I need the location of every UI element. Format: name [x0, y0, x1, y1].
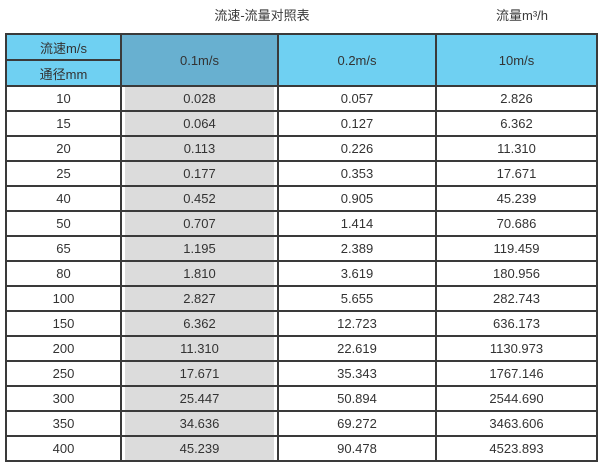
flow-value-cell: 4523.893	[435, 435, 598, 462]
flow-value-cell: 3463.606	[435, 410, 598, 437]
flow-value-cell: 0.452	[120, 185, 279, 212]
diameter-cell: 10	[5, 85, 122, 112]
flow-value-cell: 45.239	[435, 185, 598, 212]
diameter-cell: 15	[5, 110, 122, 137]
flow-value-cell: 35.343	[277, 360, 437, 387]
flow-value-cell: 1.195	[120, 235, 279, 262]
corner-velocity-label: 流速m/s	[5, 33, 122, 61]
flow-value-cell: 119.459	[435, 235, 598, 262]
flow-value-cell: 180.956	[435, 260, 598, 287]
flow-value-cell: 1.414	[277, 210, 437, 237]
flow-value-cell: 3.619	[277, 260, 437, 287]
table-row: 150 6.362 12.723 636.173	[5, 310, 598, 337]
diameter-cell: 400	[5, 435, 122, 462]
table-row: 300 25.447 50.894 2544.690	[5, 385, 598, 412]
flow-value-cell: 0.707	[120, 210, 279, 237]
flow-unit-label: 流量m³/h	[495, 8, 549, 23]
flow-value-cell: 0.226	[277, 135, 437, 162]
diameter-cell: 300	[5, 385, 122, 412]
flow-value-cell: 69.272	[277, 410, 437, 437]
flow-value-cell: 22.619	[277, 335, 437, 362]
table-row: 20 0.113 0.226 11.310	[5, 135, 598, 162]
table-row: 50 0.707 1.414 70.686	[5, 210, 598, 237]
diameter-cell: 80	[5, 260, 122, 287]
table-row: 100 2.827 5.655 282.743	[5, 285, 598, 312]
flow-value-cell: 0.905	[277, 185, 437, 212]
table-body: 10 0.028 0.057 2.826 15 0.064 0.127 6.362 20 0.11…	[5, 85, 598, 462]
column-header-0-1ms: 0.1m/s	[120, 33, 279, 87]
flow-value-cell: 0.028	[120, 85, 279, 112]
diameter-cell: 25	[5, 160, 122, 187]
flow-value-cell: 12.723	[277, 310, 437, 337]
diameter-cell: 200	[5, 335, 122, 362]
flow-value-cell: 0.177	[120, 160, 279, 187]
flow-value-cell: 2.827	[120, 285, 279, 312]
flow-value-cell: 6.362	[435, 110, 598, 137]
flow-value-cell: 45.239	[120, 435, 279, 462]
table-row: 250 17.671 35.343 1767.146	[5, 360, 598, 387]
flow-value-cell: 0.353	[277, 160, 437, 187]
flow-value-cell: 70.686	[435, 210, 598, 237]
diameter-cell: 350	[5, 410, 122, 437]
table-row: 25 0.177 0.353 17.671	[5, 160, 598, 187]
flow-value-cell: 17.671	[120, 360, 279, 387]
flow-value-cell: 11.310	[435, 135, 598, 162]
diameter-cell: 50	[5, 210, 122, 237]
flow-value-cell: 0.127	[277, 110, 437, 137]
flow-value-cell: 50.894	[277, 385, 437, 412]
diameter-cell: 150	[5, 310, 122, 337]
flow-value-cell: 25.447	[120, 385, 279, 412]
diameter-cell: 40	[5, 185, 122, 212]
flow-value-cell: 2.389	[277, 235, 437, 262]
flow-value-cell: 0.064	[120, 110, 279, 137]
flow-value-cell: 636.173	[435, 310, 598, 337]
column-header-0-2ms: 0.2m/s	[277, 33, 437, 87]
diameter-cell: 100	[5, 285, 122, 312]
flow-value-cell: 11.310	[120, 335, 279, 362]
table-header: 流速m/s 0.1m/s 0.2m/s 10m/s 通径mm	[5, 33, 598, 87]
flow-value-cell: 5.655	[277, 285, 437, 312]
diameter-cell: 20	[5, 135, 122, 162]
flow-value-cell: 2.826	[435, 85, 598, 112]
table-row: 40 0.452 0.905 45.239	[5, 185, 598, 212]
flow-value-cell: 90.478	[277, 435, 437, 462]
column-header-10ms: 10m/s	[435, 33, 598, 87]
flow-value-cell: 0.113	[120, 135, 279, 162]
table-row: 400 45.239 90.478 4523.893	[5, 435, 598, 462]
flow-value-cell: 1130.973	[435, 335, 598, 362]
page-title: 流速-流量对照表	[214, 8, 310, 23]
flow-value-cell: 6.362	[120, 310, 279, 337]
table-row: 350 34.636 69.272 3463.606	[5, 410, 598, 437]
table-row: 15 0.064 0.127 6.362	[5, 110, 598, 137]
flow-value-cell: 0.057	[277, 85, 437, 112]
diameter-cell: 65	[5, 235, 122, 262]
flow-value-cell: 1.810	[120, 260, 279, 287]
flow-value-cell: 2544.690	[435, 385, 598, 412]
flow-value-cell: 282.743	[435, 285, 598, 312]
flow-value-cell: 34.636	[120, 410, 279, 437]
table-row: 65 1.195 2.389 119.459	[5, 235, 598, 262]
flow-comparison-table: 流速m/s 0.1m/s 0.2m/s 10m/s 通径mm 10 0.028 0.…	[5, 33, 598, 462]
table-row: 80 1.810 3.619 180.956	[5, 260, 598, 287]
corner-diameter-label: 通径mm	[5, 59, 122, 87]
flow-value-cell: 17.671	[435, 160, 598, 187]
diameter-cell: 250	[5, 360, 122, 387]
table-row: 10 0.028 0.057 2.826	[5, 85, 598, 112]
flow-value-cell: 1767.146	[435, 360, 598, 387]
table-row: 200 11.310 22.619 1130.973	[5, 335, 598, 362]
